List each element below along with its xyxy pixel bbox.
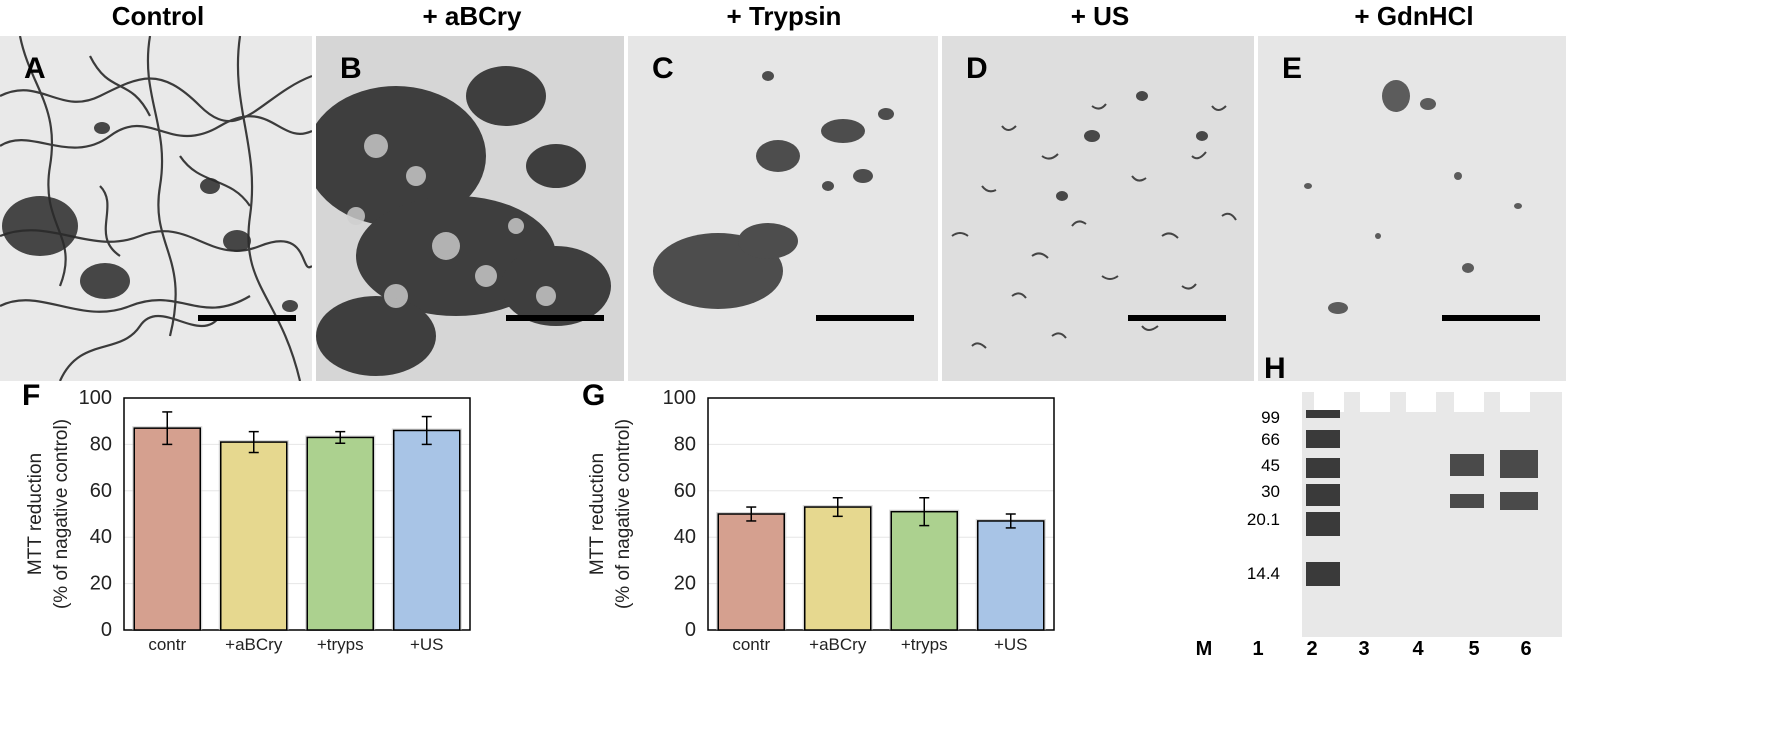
panel-title-gdnhcl: + GdnHCl: [1354, 1, 1474, 31]
gel-lane-6: 6: [1520, 638, 1532, 660]
panel-letter-b: B: [340, 52, 362, 85]
x-tick-label: +US: [410, 635, 444, 654]
bar: [890, 510, 958, 631]
gel-lane-5: 5: [1468, 638, 1480, 660]
scale-bar-control: [198, 315, 296, 321]
y-axis-label: (% of nagative control): [613, 419, 634, 609]
gel-marker-45: 45: [1261, 456, 1280, 475]
y-tick-label: 0: [101, 619, 112, 641]
gel-lane-3: 3: [1358, 638, 1370, 660]
gel-marker-20-1: 20.1: [1246, 510, 1280, 529]
bar: [977, 520, 1045, 631]
scale-bar-abcry: [506, 315, 604, 321]
panel-title-abcry: + aBCry: [422, 1, 522, 31]
plot-frame: [707, 397, 1055, 631]
panel-letter-c: C: [652, 52, 674, 85]
panel-letter-h: H: [1264, 352, 1286, 385]
bar: [717, 513, 785, 631]
x-tick-label: +aBCry: [809, 635, 867, 654]
y-tick-label: 40: [90, 526, 112, 548]
y-tick-label: 80: [90, 433, 112, 455]
panel-letter-a: A: [24, 52, 46, 85]
x-tick-label: +tryps: [317, 635, 364, 654]
bar: [220, 441, 288, 631]
gel-lane-2: 2: [1306, 638, 1318, 660]
plot-frame: [123, 397, 471, 631]
scale-bar-gdnhcl: [1442, 315, 1540, 321]
bar: [306, 436, 374, 631]
y-tick-label: 100: [663, 387, 696, 409]
x-tick-label: contr: [732, 635, 770, 654]
y-tick-label: 20: [674, 573, 696, 595]
y-axis-label: MTT reduction: [25, 453, 46, 575]
panel-letter-d: D: [966, 52, 988, 85]
bar: [133, 427, 201, 631]
gel-lane-m: M: [1195, 638, 1213, 660]
gel-marker-66: 66: [1261, 430, 1280, 449]
y-tick-label: 0: [685, 619, 696, 641]
em-image-control: [0, 36, 312, 381]
y-tick-label: 60: [90, 480, 112, 502]
em-image-abcry: [316, 36, 624, 381]
gel-lane-1: 1: [1252, 638, 1264, 660]
sds-page-gel: [1302, 392, 1562, 637]
x-tick-label: +aBCry: [225, 635, 283, 654]
panel-letter-e: E: [1282, 52, 1303, 85]
panel-letter-f: F: [22, 380, 40, 412]
scale-bar-trypsin: [816, 315, 914, 321]
x-tick-label: contr: [148, 635, 186, 654]
y-tick-label: 100: [79, 387, 112, 409]
scale-bar-us: [1128, 315, 1226, 321]
panel-letter-g: G: [582, 380, 605, 412]
chart-g: G 0 20 40 60 80 100 MTT reduction (% of nagative…: [582, 380, 1055, 654]
y-tick-label: 40: [674, 526, 696, 548]
gel-marker-30: 30: [1261, 482, 1280, 501]
gel-marker-14-4: 14.4: [1246, 564, 1280, 583]
panel-title-trypsin: + Trypsin: [726, 1, 842, 31]
y-tick-label: 20: [90, 573, 112, 595]
chart-f: F 0 20 40 60 80 100 MTT reduction (% of nagative…: [22, 380, 471, 654]
y-tick-label: 80: [674, 433, 696, 455]
panel-title-control: Control: [111, 1, 205, 31]
em-image-trypsin: [628, 36, 938, 381]
gel-marker-99: 99: [1261, 408, 1280, 427]
em-image-us: [942, 36, 1254, 381]
bar: [804, 506, 872, 631]
bar: [393, 429, 461, 631]
y-axis-label: (% of nagative control): [51, 419, 72, 609]
gel-lane-4: 4: [1412, 638, 1424, 660]
em-image-gdnhcl: [1258, 36, 1566, 381]
y-tick-label: 60: [674, 480, 696, 502]
x-tick-label: +US: [994, 635, 1028, 654]
y-axis-label: MTT reduction: [587, 453, 608, 575]
x-tick-label: +tryps: [901, 635, 948, 654]
panel-title-us: + US: [1070, 1, 1130, 31]
